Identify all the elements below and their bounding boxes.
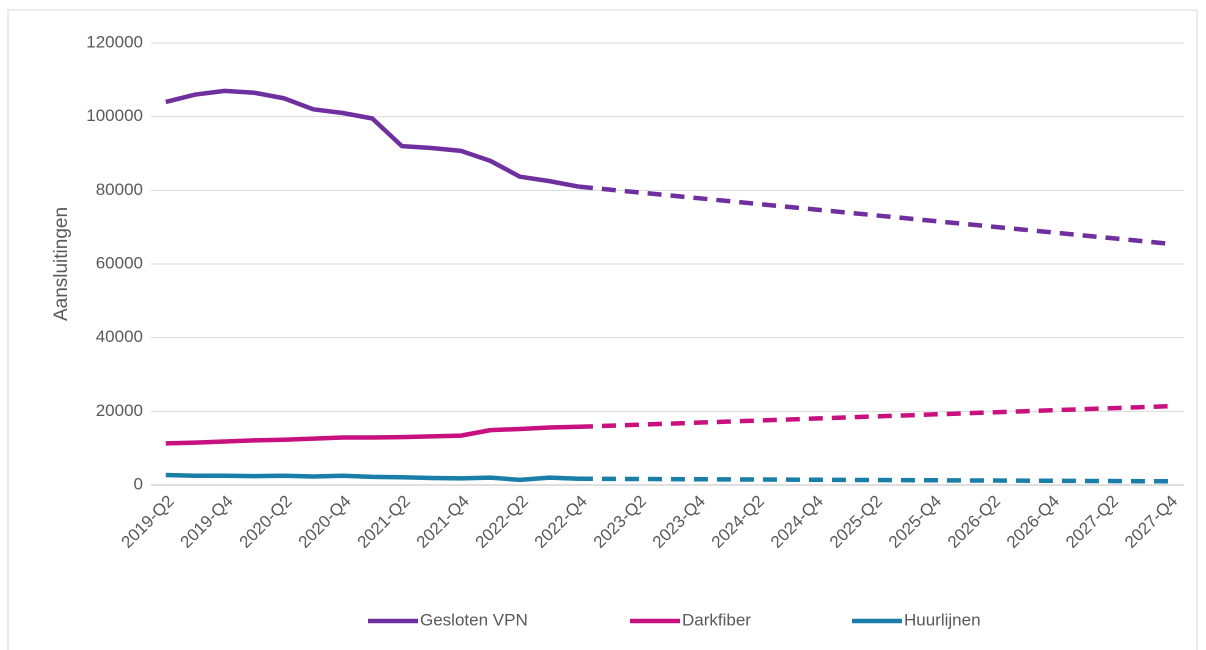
- x-tick-label: 2026-Q4: [1003, 492, 1063, 552]
- y-tick-label: 60000: [96, 253, 143, 272]
- y-tick-label: 80000: [96, 180, 143, 199]
- series-line: [578, 403, 1170, 430]
- series-line: [578, 184, 1170, 246]
- x-tick-label: 2019-Q2: [118, 492, 178, 552]
- x-tick-label: 2022-Q2: [472, 492, 532, 552]
- x-tick-label: 2023-Q4: [649, 492, 709, 552]
- series-line: [165, 424, 580, 446]
- legend-label: Darkfiber: [682, 610, 751, 629]
- x-tick-label: 2021-Q2: [354, 492, 414, 552]
- y-tick-label: 20000: [96, 401, 143, 420]
- y-tick-label: 0: [134, 474, 143, 493]
- x-tick-label: 2019-Q4: [177, 492, 237, 552]
- x-tick-label: 2027-Q2: [1062, 492, 1122, 552]
- series-line: [165, 472, 580, 483]
- chart-frame: [7, 9, 1198, 650]
- x-tick-label: 2025-Q4: [885, 492, 945, 552]
- series-line: [165, 88, 580, 189]
- x-tick-label: 2021-Q4: [413, 492, 473, 552]
- x-tick-label: 2022-Q4: [531, 492, 591, 552]
- series-line: [578, 476, 1170, 484]
- x-tick-label: 2027-Q4: [1121, 492, 1181, 552]
- x-tick-label: 2023-Q2: [590, 492, 650, 552]
- y-tick-label: 100000: [86, 106, 143, 125]
- x-tick-label: 2020-Q2: [236, 492, 296, 552]
- y-tick-label: 120000: [86, 32, 143, 51]
- x-tick-label: 2026-Q2: [944, 492, 1004, 552]
- x-tick-label: 2024-Q2: [708, 492, 768, 552]
- x-tick-label: 2024-Q4: [767, 492, 827, 552]
- y-tick-label: 40000: [96, 327, 143, 346]
- y-axis-label: Aansluitingen: [51, 207, 72, 321]
- legend-label: Huurlijnen: [904, 610, 981, 629]
- legend-label: Gesloten VPN: [420, 610, 528, 629]
- x-tick-label: 2025-Q2: [826, 492, 886, 552]
- x-tick-label: 2020-Q4: [295, 492, 355, 552]
